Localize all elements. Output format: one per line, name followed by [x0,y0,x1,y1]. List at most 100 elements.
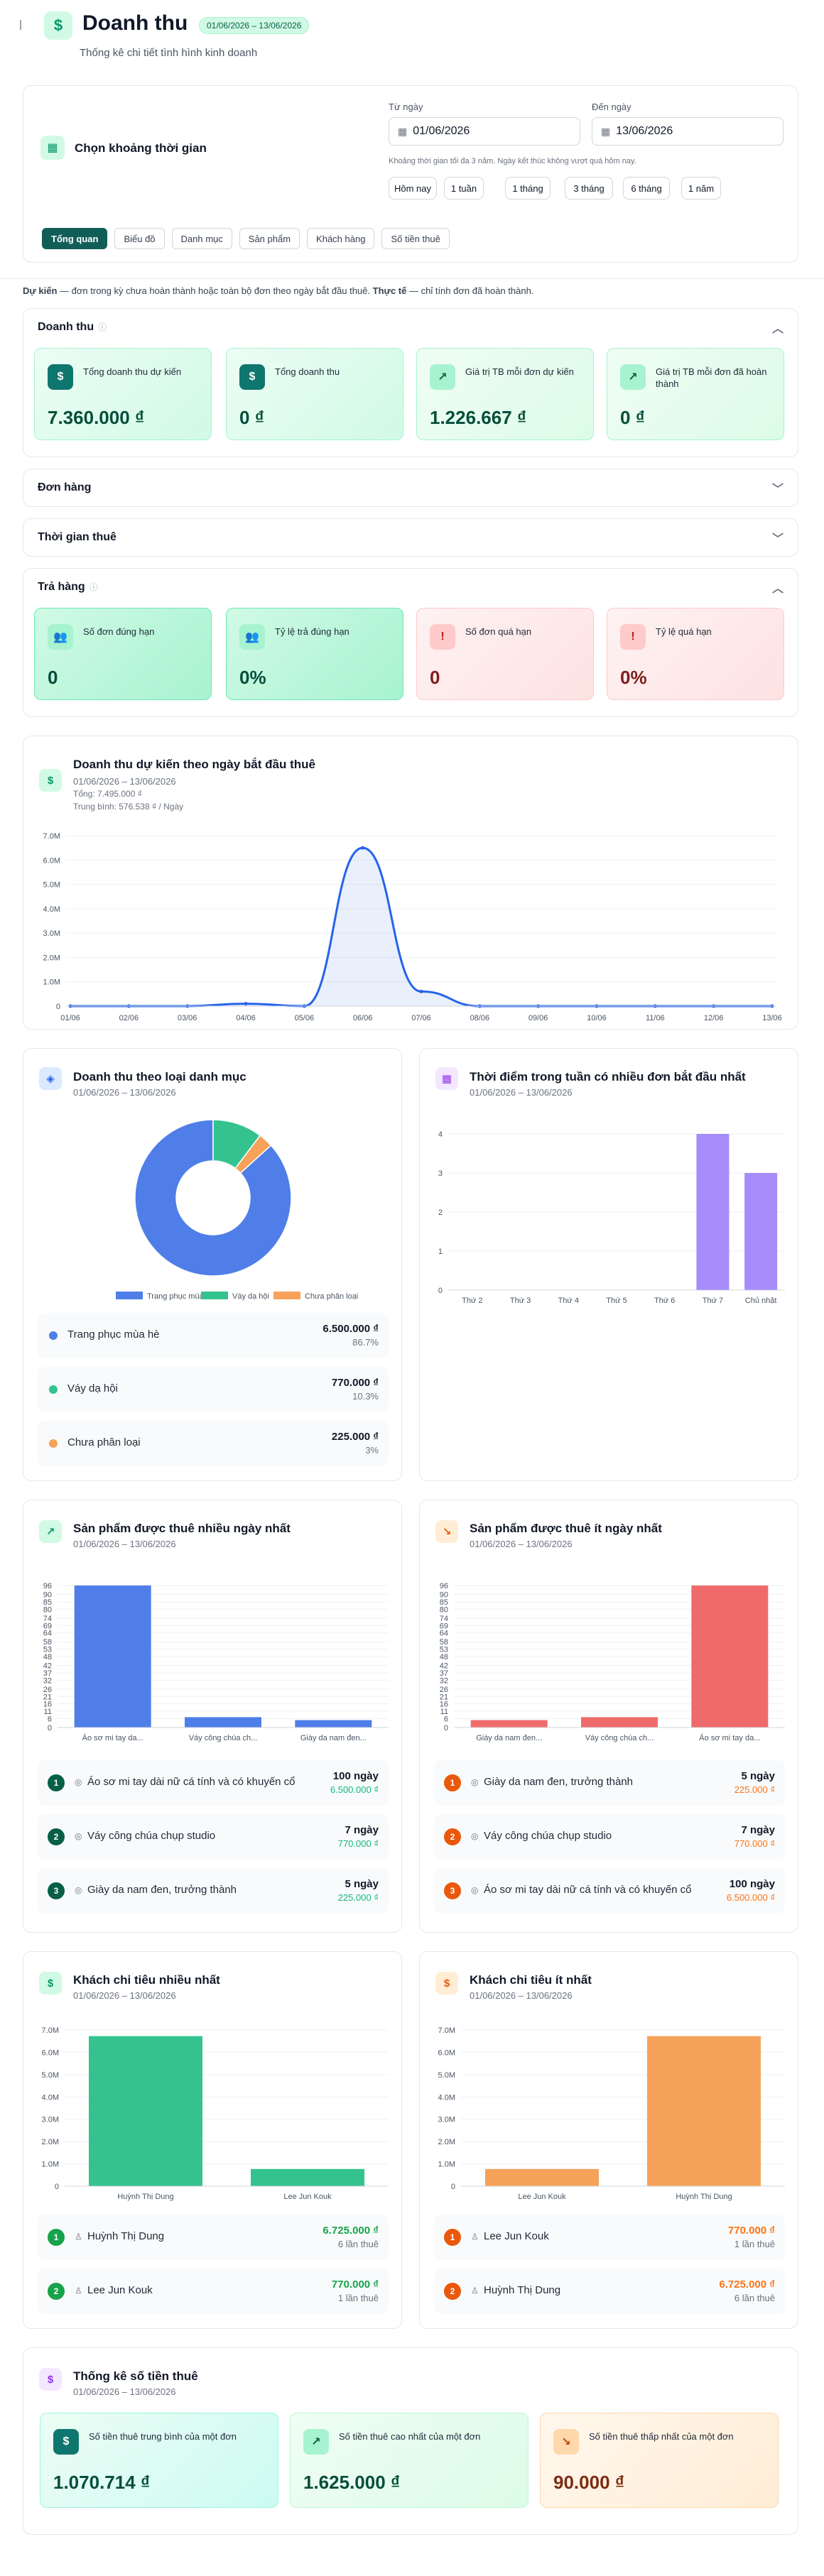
tab-categories[interactable]: Danh mục [171,228,232,249]
quick-1month-button[interactable]: 1 tháng [505,177,551,200]
y-tick-label: 26 [43,1686,52,1694]
range-hint: Khoảng thời gian tối đa 3 năm. Ngày kết … [389,157,636,165]
quick-today-button[interactable]: Hôm nay [389,177,437,200]
rank-badge: 3 [48,1882,65,1899]
alert-icon: ! [620,624,646,650]
product-name: Áo sơ mi tay dài nữ cá tính và có khuyến… [484,1884,692,1896]
weekday-bar-chart: 0 1 2 3 4 Thứ 2 Thứ 3 Thứ 4 Thứ 5 Thứ 6 Thứ 7 Chủ n… [438,1130,785,1305]
tab-charts[interactable]: Biểu đồ [114,228,165,249]
alert-icon: ! [430,624,455,650]
y-tick-label: 48 [440,1653,448,1661]
customer-row[interactable]: 2 ♙ Huỳnh Thị Dung 6.725.000 ₫ 6 lần thu… [434,2269,785,2314]
customer-row[interactable]: 1 ♙ Lee Jun Kouk 770.000 ₫ 1 lần thuê [434,2215,785,2260]
y-tick-label: 74 [440,1615,448,1623]
y-tick-label: 42 [440,1662,448,1671]
chevron-up-icon: ︿ [771,323,784,335]
rental-time-section-header[interactable]: Thời gian thuê ﹀ [23,519,798,556]
product-row[interactable]: 2 ◎ Váy công chúa chụp studio 7 ngày 770… [434,1814,785,1860]
stat-overdue-rate: ! Tỷ lệ quá hạn 0% [607,608,784,700]
category-row[interactable]: Trang phục mùa hè 6.500.000 ₫ 86.7% [38,1313,389,1358]
chart-title: Sản phẩm được thuê nhiều ngày nhất [73,1522,291,1535]
stat-value: 7.360.000 ₫ [48,407,145,428]
calendar-icon: ▦ [435,1067,458,1090]
y-tick-label: 58 [43,1638,52,1647]
back-edge[interactable] [20,20,27,30]
product-row[interactable]: 3 ◎ Giày da nam đen, trưởng thành 5 ngày… [38,1868,389,1914]
category-percent: 3% [365,1445,379,1456]
category-row[interactable]: Chưa phân loại 225.000 ₫ 3% [38,1421,389,1466]
x-tick-label: 07/06 [411,1014,431,1022]
x-tick-label: 12/06 [704,1014,724,1022]
customer-count: 6 lần thuê [734,2293,775,2303]
quick-6month-button[interactable]: 6 tháng [623,177,670,200]
product-money: 770.000 ₫ [337,1838,379,1849]
x-tick-label: Huỳnh Thị Dung [676,2193,732,2201]
customer-row[interactable]: 1 ♙ Huỳnh Thị Dung 6.725.000 ₫ 6 lần thu… [38,2215,389,2260]
rank-badge: 1 [444,2229,461,2246]
x-tick-label: Váy công chúa ch... [585,1734,654,1742]
returns-section-header[interactable]: Trả hàng ⓘ ︿ [23,569,798,606]
chart-title: Sản phẩm được thuê ít ngày nhất [470,1522,662,1535]
to-date-input[interactable]: ▦ 13/06/2026 [592,117,784,146]
tab-overview[interactable]: Tổng quan [42,228,108,249]
y-tick-label: 69 [440,1622,448,1630]
customer-row[interactable]: 2 ♙ Lee Jun Kouk 770.000 ₫ 1 lần thuê [38,2269,389,2314]
pie-slice [134,1119,292,1277]
product-money: 770.000 ₫ [734,1838,775,1849]
quick-1year-button[interactable]: 1 năm [681,177,721,200]
stat-value: 0 ₫ [620,407,646,428]
tab-customers[interactable]: Khách hàng [307,228,375,249]
product-row[interactable]: 1 ◎ Giày da nam đen, trưởng thành 5 ngày… [434,1760,785,1806]
quick-3month-button[interactable]: 3 tháng [565,177,613,200]
note-expected: Dự kiến [23,285,58,296]
y-tick-label: 0 [451,2183,455,2191]
product-row[interactable]: 2 ◎ Váy công chúa chụp studio 7 ngày 770… [38,1814,389,1860]
trending-up-icon: ↗ [39,1520,62,1543]
chart-date: 01/06/2026 – 13/06/2026 [73,2386,176,2397]
tab-rent-amount[interactable]: Số tiền thuê [381,228,450,249]
chart-title: Khách chi tiêu nhiều nhất [73,1973,220,1987]
y-tick-label: 0 [55,2183,59,2191]
product-row[interactable]: 1 ◎ Áo sơ mi tay dài nữ cá tính và có kh… [38,1760,389,1806]
orders-section-header[interactable]: Đơn hàng ﹀ [23,469,798,506]
dollar-icon: $ [239,364,265,390]
y-tick-label: 80 [440,1605,448,1614]
calendar-icon: ▦ [40,136,65,160]
x-tick-label: Áo sơ mi tay da... [699,1733,760,1742]
y-tick-label: 21 [440,1693,448,1701]
note-expected-text: — đơn trong kỳ chưa hoàn thành hoặc toàn… [57,285,373,296]
y-tick-label: 90 [43,1591,52,1600]
quick-1week-button[interactable]: 1 tuần [444,177,484,200]
product-row[interactable]: 3 ◎ Áo sơ mi tay dài nữ cá tính và có kh… [434,1868,785,1914]
x-tick-label: 03/06 [178,1014,197,1022]
stat-value: 0 [48,667,58,688]
chart-average: Trung bình: 576.538 ₫ / Ngày [73,802,184,812]
tab-products[interactable]: Sản phẩm [239,228,300,249]
y-tick-label: 0 [56,1003,60,1011]
bar [581,1717,658,1728]
stat-label: Số tiền thuê cao nhất của một đơn [339,2431,481,2442]
x-tick-label: Lee Jun Kouk [518,2193,566,2201]
y-tick-label: 3.0M [42,2116,59,2124]
dollar-icon: $ [48,364,73,390]
category-row[interactable]: Váy dạ hội 770.000 ₫ 10.3% [38,1367,389,1412]
y-tick-label: 1 [438,1248,443,1256]
product-name: Váy công chúa chụp studio [87,1830,216,1842]
bar [744,1173,778,1290]
product-days: 100 ngày [729,1878,775,1890]
stat-label: Số đơn quá hạn [465,626,532,637]
from-date-value: 01/06/2026 [413,125,470,137]
trending-up-icon: ↗ [303,2429,329,2455]
chart-date: 01/06/2026 – 13/06/2026 [470,1087,573,1098]
revenue-section-header[interactable]: Doanh thu ⓘ ︿ [23,309,798,346]
page-header: $ Doanh thu 01/06/2026 – 13/06/2026 Thốn… [20,0,801,65]
box-icon: ◎ [75,1831,82,1841]
stat-value: 1.625.000 ₫ [303,2472,401,2493]
from-date-input[interactable]: ▦ 01/06/2026 [389,117,580,146]
box-icon: ◎ [471,1885,479,1895]
revenue-section-title: Doanh thu [38,321,94,333]
expected-revenue-line-card: $ Doanh thu dự kiến theo ngày bắt đầu th… [23,736,798,1030]
line-chart: 0 1.0M 2.0M 3.0M 4.0M 5.0M 6.0M 7.0M 01/06 02/06 0… [43,832,782,1022]
rental-time-section-title: Thời gian thuê [38,531,116,543]
note-actual: Thực tế [372,285,407,296]
